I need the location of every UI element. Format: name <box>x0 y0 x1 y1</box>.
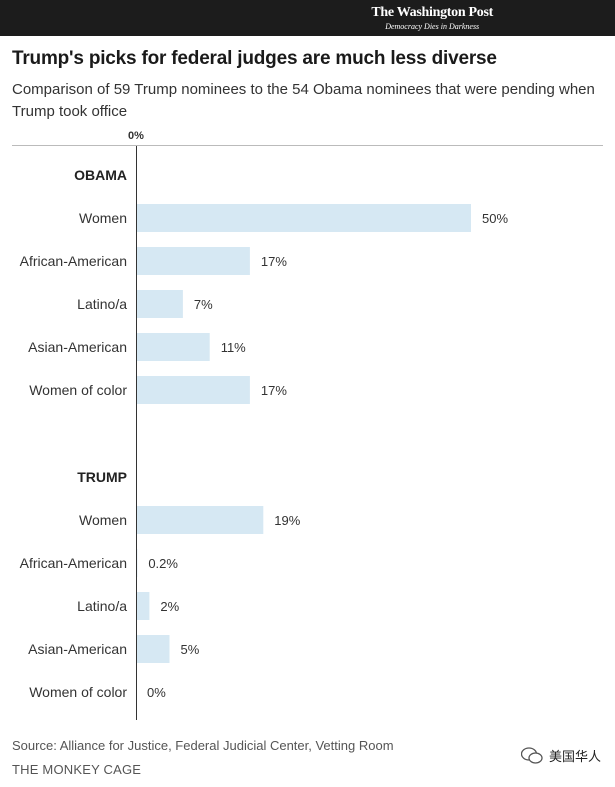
category-label: Women of color <box>29 382 127 398</box>
data-label: 0% <box>147 685 166 700</box>
category-label: Women <box>79 210 127 226</box>
bar <box>136 635 170 663</box>
bar <box>136 333 210 361</box>
category-label: African-American <box>20 555 127 571</box>
bar <box>136 290 183 318</box>
group-label-obama: OBAMA <box>74 167 127 183</box>
category-label: Asian-American <box>28 641 127 657</box>
data-label: 11% <box>221 340 246 355</box>
chat-bubble-icon <box>520 746 543 764</box>
bar <box>136 247 250 275</box>
bar <box>136 204 471 232</box>
bar <box>136 376 250 404</box>
data-label: 17% <box>261 383 287 398</box>
credit-line: THE MONKEY CAGE <box>12 762 142 777</box>
data-label: 2% <box>160 599 179 614</box>
category-label: African-American <box>20 253 127 269</box>
chart-title: Trump's picks for federal judges are muc… <box>12 48 497 69</box>
data-label: 7% <box>194 297 213 312</box>
category-label: Latino/a <box>77 296 127 312</box>
category-label: Latino/a <box>77 598 127 614</box>
publication-logo: The Washington Post Democracy Dies in Da… <box>371 5 493 31</box>
category-label: Asian-American <box>28 339 127 355</box>
watermark-text: 美国华人 <box>548 749 601 764</box>
data-label: 19% <box>274 513 300 528</box>
watermark: 美国华人 <box>520 746 601 765</box>
chart-subtitle: Comparison of 59 Trump nominees to the 5… <box>12 81 595 120</box>
data-label: 0.2% <box>148 556 178 571</box>
bar <box>136 506 264 534</box>
bar <box>136 592 150 620</box>
axis-tick-label: 0% <box>128 130 144 142</box>
data-label: 50% <box>482 211 508 226</box>
category-label: Women <box>79 512 127 528</box>
data-label: 5% <box>181 642 200 657</box>
publication-name: The Washington Post <box>371 5 493 20</box>
category-label: Women of color <box>29 684 127 700</box>
data-label: 17% <box>261 254 287 269</box>
source-note: Source: Alliance for Justice, Federal Ju… <box>12 738 394 753</box>
group-label-trump: TRUMP <box>77 469 127 485</box>
top-bar: The Washington Post Democracy Dies in Da… <box>0 0 615 36</box>
publication-motto: Democracy Dies in Darkness <box>385 22 480 31</box>
